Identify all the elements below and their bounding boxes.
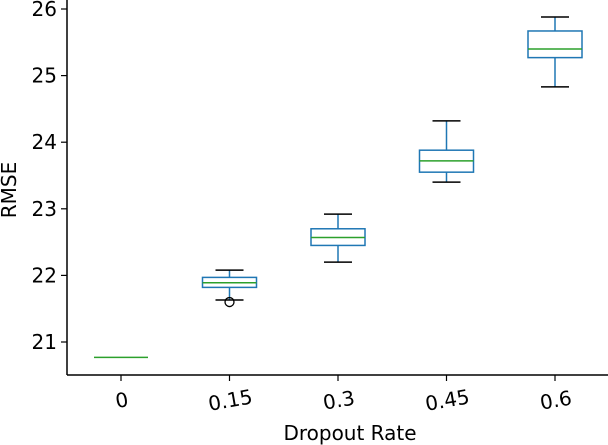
y-tick-label: 25 [32, 64, 57, 88]
axes [66, 0, 608, 376]
x-tick-label: 0 [113, 387, 130, 413]
y-tick-label: 26 [32, 0, 57, 21]
box-0-15 [201, 269, 258, 308]
box-0-6 [527, 16, 583, 88]
x-axis-label: Dropout Rate [283, 421, 416, 445]
y-tick-label: 22 [32, 263, 57, 287]
x-tick-label: 0.15 [206, 384, 254, 415]
outlier-point [224, 296, 235, 308]
x-tick-label: 0.45 [423, 384, 471, 415]
y-axis-ticks: 21 22 23 24 25 26 [32, 0, 67, 354]
boxes-layer [94, 16, 583, 359]
y-tick-label: 23 [32, 197, 57, 221]
box-rect [527, 30, 583, 59]
x-axis-ticks: 0 0.15 0.3 0.45 0.6 [113, 375, 574, 416]
box-0-45 [418, 120, 475, 183]
x-tick-label: 0.3 [321, 386, 356, 415]
y-tick-label: 21 [32, 330, 57, 354]
y-tick-label: 24 [32, 130, 57, 154]
x-tick-label: 0.6 [538, 386, 573, 415]
box-0-3 [310, 213, 366, 263]
y-axis-label: RMSE [0, 162, 21, 218]
